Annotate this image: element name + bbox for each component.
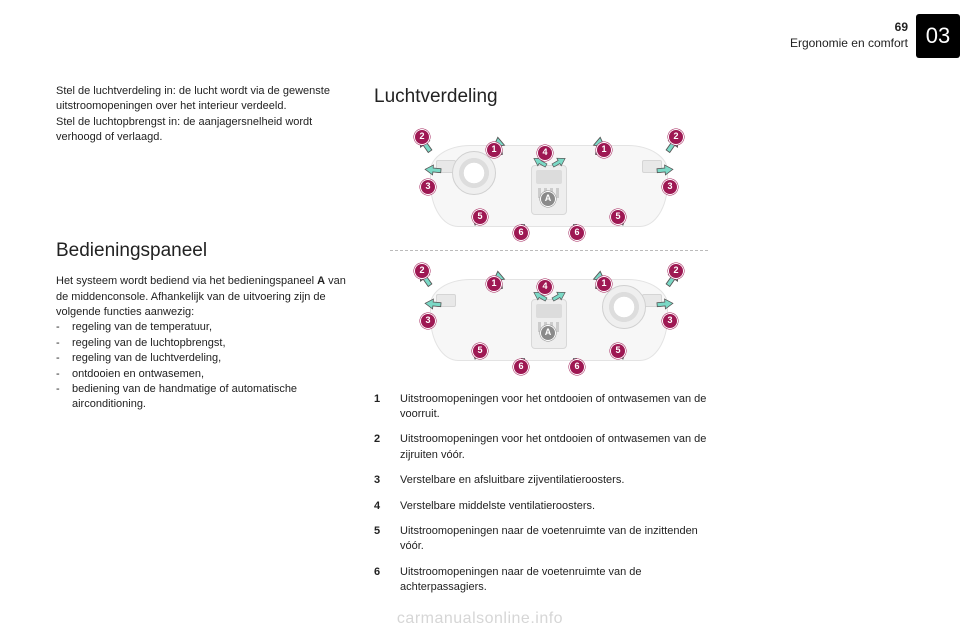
legend-row: 3 Verstelbare en afsluitbare zijventilat… xyxy=(374,473,724,488)
arrow-icon xyxy=(422,293,443,314)
badge-3: 3 xyxy=(420,313,436,329)
legend-row: 1 Uitstroomopeningen voor het ontdooien … xyxy=(374,392,724,423)
badge-5: 5 xyxy=(610,343,626,359)
chapter-box: 03 xyxy=(916,14,960,58)
diagram-bottom: 2 3 1 4 A 5 6 2 3 1 5 6 xyxy=(390,255,708,380)
badge-1: 1 xyxy=(596,142,612,158)
badge-5: 5 xyxy=(472,209,488,225)
list-item: regeling van de luchtverdeling, xyxy=(56,351,346,366)
list-item: ontdooien en ontwasemen, xyxy=(56,367,346,382)
list-item: regeling van de luchtopbrengst, xyxy=(56,336,346,351)
legend-text: Uitstroomopeningen naar de voetenruimte … xyxy=(400,565,724,596)
spacer xyxy=(56,146,346,238)
legend-text: Verstelbare middelste ventilatieroosters… xyxy=(400,499,724,514)
legend-num: 5 xyxy=(374,524,386,555)
badge-1: 1 xyxy=(596,276,612,292)
badge-5: 5 xyxy=(610,209,626,225)
intro-text-2: Stel de luchtopbrengst in: de aanjagersn… xyxy=(56,115,346,146)
panel-p1a: Het systeem wordt bediend via het bedien… xyxy=(56,275,317,287)
page-number: 69 xyxy=(895,20,908,34)
content-columns: Stel de luchtverdeling in: de lucht word… xyxy=(56,84,920,606)
left-column: Stel de luchtverdeling in: de lucht word… xyxy=(56,84,346,606)
arrow-icon xyxy=(422,159,443,180)
badge-3: 3 xyxy=(662,179,678,195)
intro-block: Stel de luchtverdeling in: de lucht word… xyxy=(56,84,346,146)
badge-3: 3 xyxy=(420,179,436,195)
badge-5: 5 xyxy=(472,343,488,359)
panel-list: regeling van de temperatuur, regeling va… xyxy=(56,320,346,412)
legend-num: 4 xyxy=(374,499,386,514)
list-item: bediening van de handmatige of automatis… xyxy=(56,382,346,413)
steering-wheel xyxy=(602,285,646,329)
legend-num: 6 xyxy=(374,565,386,596)
list-item: regeling van de temperatuur, xyxy=(56,320,346,335)
section-name: Ergonomie en comfort xyxy=(790,36,908,50)
badge-1: 1 xyxy=(486,276,502,292)
badge-2: 2 xyxy=(668,129,684,145)
legend-row: 6 Uitstroomopeningen naar de voetenruimt… xyxy=(374,565,724,596)
arrow-icon xyxy=(654,293,675,314)
badge-2: 2 xyxy=(414,129,430,145)
legend-row: 5 Uitstroomopeningen naar de voetenruimt… xyxy=(374,524,724,555)
legend-text: Verstelbare en afsluitbare zijventilatie… xyxy=(400,473,724,488)
right-column: Luchtverdeling xyxy=(374,84,724,606)
header-text: 69 Ergonomie en comfort xyxy=(790,14,908,51)
badge-6: 6 xyxy=(513,225,529,241)
badge-6: 6 xyxy=(569,359,585,375)
legend-list: 1 Uitstroomopeningen voor het ontdooien … xyxy=(374,392,724,596)
legend-text: Uitstroomopeningen voor het ontdooien of… xyxy=(400,432,724,463)
center-console xyxy=(531,165,567,215)
diagram-separator xyxy=(390,250,708,251)
legend-num: 2 xyxy=(374,432,386,463)
badge-4: 4 xyxy=(537,279,553,295)
badge-4: 4 xyxy=(537,145,553,161)
badge-6: 6 xyxy=(513,359,529,375)
badge-A: A xyxy=(540,191,556,207)
panel-p1-bold: A xyxy=(317,275,325,287)
legend-row: 4 Verstelbare middelste ventilatierooste… xyxy=(374,499,724,514)
badge-1: 1 xyxy=(486,142,502,158)
arrow-icon xyxy=(654,159,675,180)
badge-2: 2 xyxy=(668,263,684,279)
badge-6: 6 xyxy=(569,225,585,241)
legend-num: 1 xyxy=(374,392,386,423)
diagram-wrap: 2 3 1 4 A 5 6 2 3 1 5 6 xyxy=(374,121,724,380)
watermark: carmanualsonline.info xyxy=(0,610,960,628)
intro-text-1: Stel de luchtverdeling in: de lucht word… xyxy=(56,84,346,115)
legend-text: Uitstroomopeningen voor het ontdooien of… xyxy=(400,392,724,423)
panel-paragraph: Het systeem wordt bediend via het bedien… xyxy=(56,274,346,320)
legend-row: 2 Uitstroomopeningen voor het ontdooien … xyxy=(374,432,724,463)
page-header: 69 Ergonomie en comfort 03 xyxy=(790,14,960,58)
page: 69 Ergonomie en comfort 03 Stel de lucht… xyxy=(0,0,960,640)
legend-text: Uitstroomopeningen naar de voetenruimte … xyxy=(400,524,724,555)
airflow-heading: Luchtverdeling xyxy=(374,84,724,111)
center-console xyxy=(531,299,567,349)
panel-heading: Bedieningspaneel xyxy=(56,238,346,265)
badge-3: 3 xyxy=(662,313,678,329)
diagram-top: 2 3 1 4 A 5 6 2 3 1 5 6 xyxy=(390,121,708,246)
legend-num: 3 xyxy=(374,473,386,488)
badge-A: A xyxy=(540,325,556,341)
badge-2: 2 xyxy=(414,263,430,279)
